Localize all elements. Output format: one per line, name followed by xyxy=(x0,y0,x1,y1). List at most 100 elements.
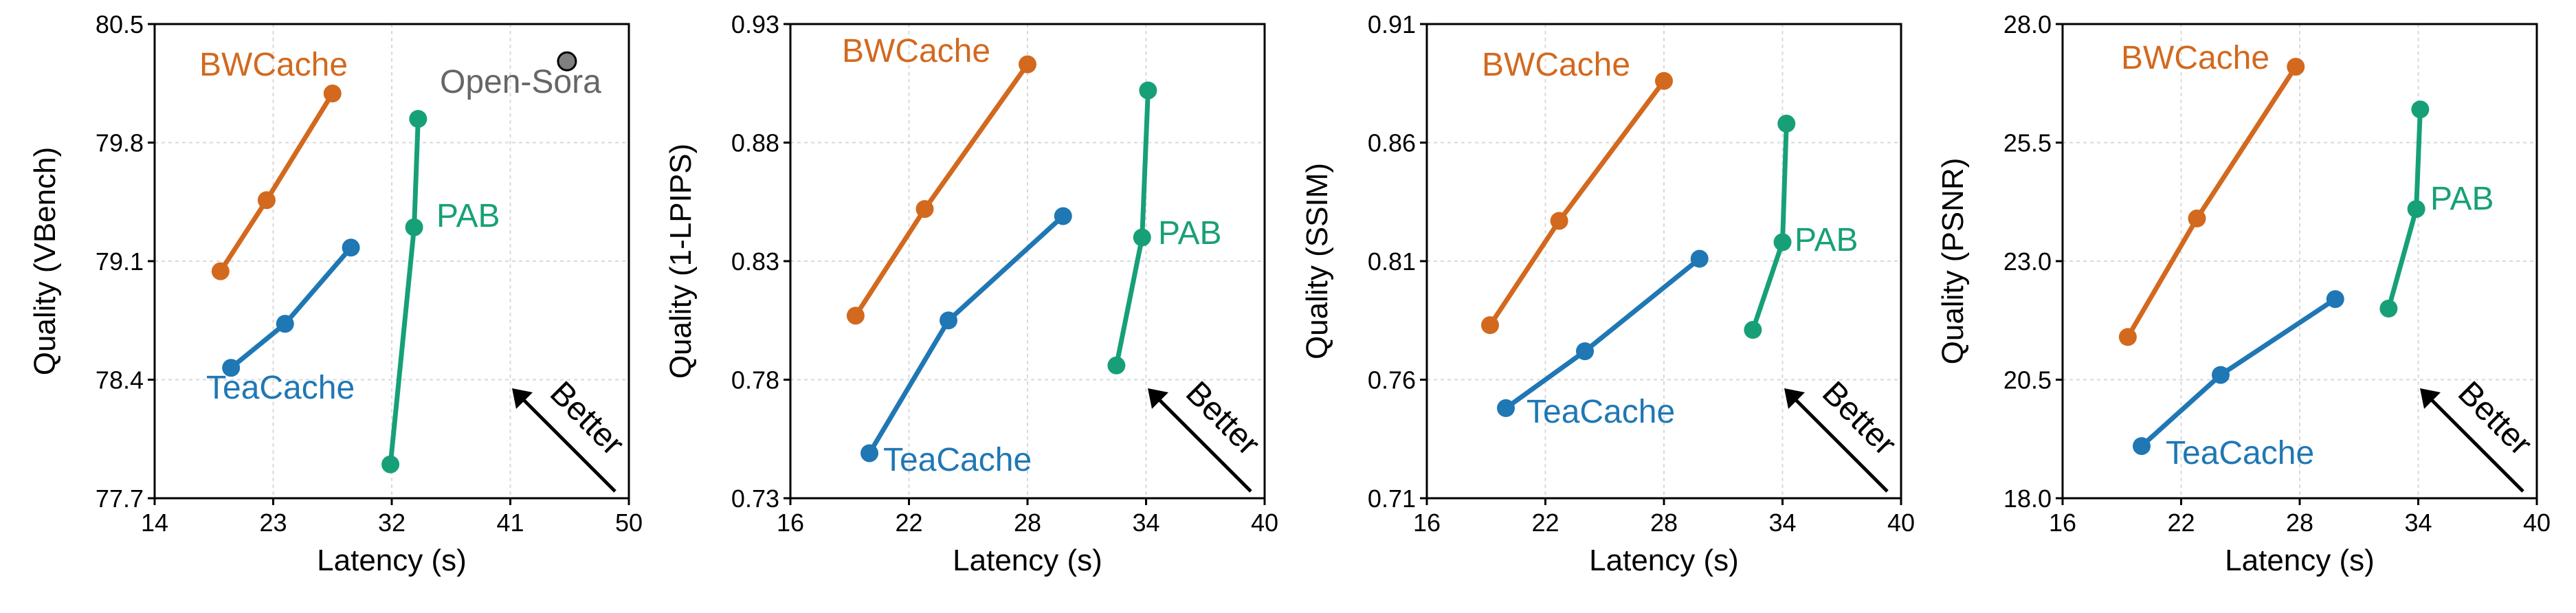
series-label-open-sora: Open-Sora xyxy=(440,64,601,100)
data-point-bwcache xyxy=(1019,55,1036,74)
series-label-teacache: TeaCache xyxy=(883,442,1032,478)
plot-frame xyxy=(2061,23,2538,500)
series-line-pab xyxy=(388,118,421,465)
x-tick-label: 16 xyxy=(2049,509,2076,537)
y-tick-label: 23.0 xyxy=(2003,247,2052,276)
data-point-pab xyxy=(1107,356,1126,375)
x-tick-label: 34 xyxy=(2404,509,2432,537)
data-point-teacache xyxy=(2212,366,2230,384)
data-point-pab xyxy=(1744,321,1762,339)
y-tick-label: 18.0 xyxy=(2003,484,2052,513)
y-tick-label: 0.91 xyxy=(1368,10,1416,38)
data-point-teacache xyxy=(276,315,294,333)
plot-frame xyxy=(1425,23,1902,500)
data-point-teacache xyxy=(1576,342,1594,361)
data-point-open-sora xyxy=(557,51,577,71)
data-point-bwcache xyxy=(1655,71,1673,90)
data-point-pab xyxy=(1773,233,1792,252)
series-line-pab xyxy=(1113,90,1151,366)
x-tick-label: 14 xyxy=(141,509,168,537)
y-axis-title: Quality (1-LPIPS) xyxy=(664,144,698,379)
x-tick-label: 32 xyxy=(378,509,406,537)
series-line-bwcache xyxy=(1488,79,1666,327)
x-tick-label: 28 xyxy=(1650,509,1678,537)
y-axis-title: Quality (VBench) xyxy=(28,147,62,376)
data-point-pab xyxy=(2407,200,2425,219)
data-point-pab xyxy=(2379,300,2398,317)
better-label: Better xyxy=(2451,375,2539,462)
data-point-bwcache xyxy=(211,262,230,280)
series-label-teacache: TeaCache xyxy=(2166,435,2314,471)
y-tick-label: 0.88 xyxy=(731,129,779,157)
y-tick-label: 0.83 xyxy=(731,247,779,276)
x-axis-title: Latency (s) xyxy=(953,544,1102,577)
better-arrow-shaft xyxy=(1787,391,1889,493)
data-point-teacache xyxy=(940,311,957,330)
series-label-pab: PAB xyxy=(1795,222,1858,258)
series-line-teacache xyxy=(1504,256,1701,410)
chart-panel-1: 14 23 32 41 50 77.7 78.4 79.1 79.8 80.5 Latency (s… xyxy=(28,10,643,577)
better-arrow-shaft xyxy=(515,391,617,493)
y-tick-label: 0.93 xyxy=(731,10,779,38)
x-axis-title: Latency (s) xyxy=(1589,544,1739,577)
data-point-bwcache xyxy=(846,306,865,325)
y-tick-label: 0.73 xyxy=(731,484,779,513)
y-axis-title: Quality (SSIM) xyxy=(1300,163,1334,359)
series-label-teacache: TeaCache xyxy=(206,370,355,406)
x-tick-label: 28 xyxy=(2286,509,2313,537)
better-annotation: Better xyxy=(1148,375,1267,493)
series-label-bwcache: BWCache xyxy=(199,47,348,83)
series-label-teacache: TeaCache xyxy=(1526,394,1675,430)
data-point-bwcache xyxy=(1550,212,1568,230)
series-label-bwcache: BWCache xyxy=(1482,47,1630,83)
x-tick-label: 22 xyxy=(1531,509,1559,537)
data-point-teacache xyxy=(1690,249,1709,268)
y-tick-label: 77.7 xyxy=(96,484,144,513)
data-point-bwcache xyxy=(1481,316,1499,335)
x-tick-label: 16 xyxy=(777,509,804,537)
data-point-teacache xyxy=(2133,437,2151,456)
data-point-teacache xyxy=(1497,399,1515,417)
x-axis-title: Latency (s) xyxy=(317,544,467,577)
y-axis-title: Quality (PSNR) xyxy=(1936,158,1970,365)
y-tick-label: 79.8 xyxy=(96,129,144,157)
series-label-bwcache: BWCache xyxy=(842,33,990,69)
data-point-teacache xyxy=(1054,207,1072,225)
data-point-pab xyxy=(1777,114,1796,133)
data-point-bwcache xyxy=(915,200,934,219)
y-tick-label: 0.76 xyxy=(1368,366,1416,394)
y-tick-label: 78.4 xyxy=(96,366,144,394)
data-point-pab xyxy=(405,218,423,236)
better-label: Better xyxy=(543,375,631,462)
x-tick-label: 34 xyxy=(1768,509,1796,537)
data-point-pab xyxy=(409,110,428,128)
better-arrow-icon xyxy=(1148,388,1168,409)
data-point-teacache xyxy=(860,444,878,462)
plot-frame xyxy=(789,23,1266,500)
series-line-pab xyxy=(1751,123,1789,331)
series-label-pab: PAB xyxy=(436,198,500,234)
better-arrow-icon xyxy=(512,388,533,409)
plot-frame xyxy=(153,23,630,500)
x-tick-label: 40 xyxy=(1887,509,1915,537)
better-annotation: Better xyxy=(512,375,631,493)
better-arrow-icon xyxy=(1784,388,1805,409)
better-arrow-icon xyxy=(2420,388,2441,409)
x-tick-label: 22 xyxy=(895,509,922,537)
data-point-bwcache xyxy=(2118,328,2137,346)
y-tick-label: 80.5 xyxy=(96,10,144,38)
data-point-pab xyxy=(381,455,400,473)
y-tick-label: 79.1 xyxy=(96,247,144,276)
series-line-bwcache xyxy=(218,92,335,273)
data-point-bwcache xyxy=(2188,209,2206,227)
y-tick-label: 0.86 xyxy=(1368,129,1416,157)
x-tick-label: 22 xyxy=(2167,509,2195,537)
data-point-teacache xyxy=(222,359,241,377)
x-tick-label: 41 xyxy=(496,509,524,537)
data-point-teacache xyxy=(342,238,360,257)
y-tick-label: 20.5 xyxy=(2003,366,2052,394)
y-tick-label: 0.71 xyxy=(1368,484,1416,513)
better-label: Better xyxy=(1179,375,1267,462)
series-label-bwcache: BWCache xyxy=(2121,40,2269,76)
